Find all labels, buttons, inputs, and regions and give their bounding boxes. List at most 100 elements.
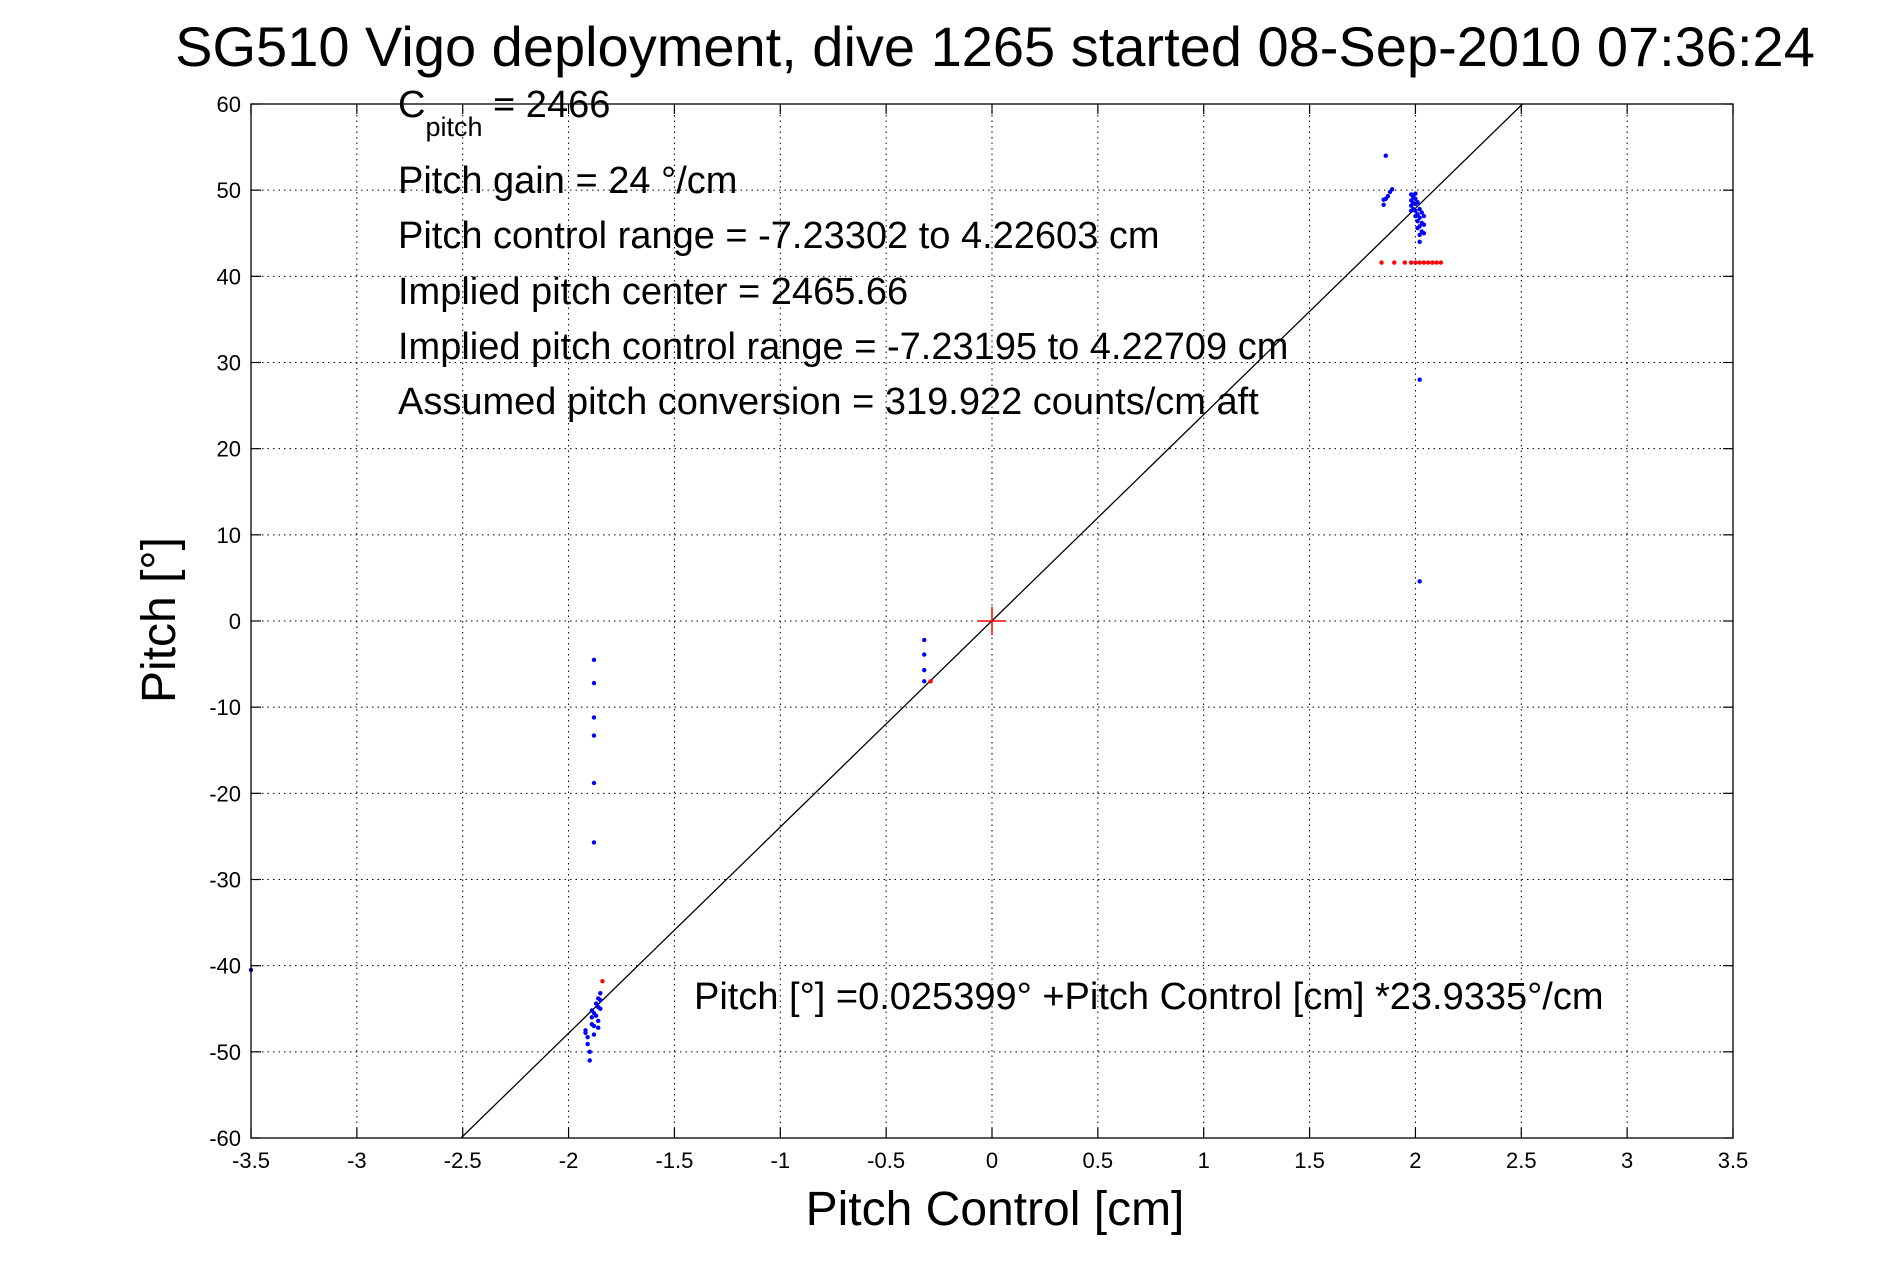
- data-point-blue: [1413, 196, 1418, 201]
- data-point-blue: [1417, 215, 1422, 220]
- data-point-blue: [1389, 187, 1395, 192]
- y-tick-label: 20: [217, 437, 241, 462]
- data-point-blue: [1413, 191, 1418, 196]
- x-tick-label: 0: [986, 1148, 998, 1173]
- data-point-blue: [591, 657, 597, 662]
- data-point-blue: [593, 1001, 599, 1006]
- data-point-blue: [591, 1032, 597, 1037]
- x-tick-label: 2: [1409, 1148, 1421, 1173]
- y-tick-label: 40: [217, 264, 241, 289]
- data-point-red: [1430, 260, 1435, 265]
- data-point-blue: [596, 1025, 601, 1030]
- y-tick-label: 0: [229, 609, 241, 634]
- annotation-implied-pitch-center: Implied pitch center = 2465.66: [398, 271, 908, 313]
- plot-frame: [250, 103, 1734, 1139]
- data-point-blue: [583, 1030, 588, 1036]
- data-point-blue: [1415, 218, 1420, 224]
- annotation-pitch-control-range: Pitch control range = -7.23302 to 4.2260…: [398, 215, 1160, 257]
- data-point-blue: [593, 1013, 599, 1018]
- data-point-blue: [591, 715, 597, 720]
- data-point-blue: [1417, 239, 1422, 245]
- y-tick-label: -50: [209, 1040, 241, 1065]
- annotation-c-pitch-value: = 2466: [483, 84, 611, 126]
- y-tick-label: -10: [209, 695, 241, 720]
- data-point-blue: [1417, 377, 1422, 382]
- annotation-pitch-gain: Pitch gain = 24 °/cm: [398, 160, 737, 202]
- data-point-blue: [591, 780, 597, 786]
- x-tick-label: 0.5: [1083, 1148, 1114, 1173]
- y-tick-label: -20: [209, 781, 241, 806]
- data-point-blue: [585, 1034, 590, 1040]
- data-point-blue: [1415, 212, 1420, 217]
- data-points: [248, 153, 1444, 1063]
- data-point-blue: [1417, 224, 1422, 229]
- data-point-blue: [591, 733, 597, 738]
- data-point-red: [1417, 260, 1422, 265]
- data-point-blue: [1421, 222, 1427, 227]
- data-point-red: [1379, 260, 1384, 265]
- data-point-blue: [587, 1049, 592, 1055]
- y-tick-label: 30: [217, 351, 241, 376]
- y-tick-label: 10: [217, 523, 241, 548]
- x-tick-label: 1.5: [1294, 1148, 1325, 1173]
- annotation-c-pitch-sub: pitch: [425, 112, 482, 142]
- data-point-blue: [591, 840, 597, 845]
- data-point-blue: [591, 1023, 597, 1029]
- x-tick-label: -1.5: [655, 1148, 693, 1173]
- data-point-red: [1438, 260, 1444, 265]
- data-point-red: [1425, 260, 1431, 265]
- data-point-blue: [922, 637, 927, 643]
- data-point-blue: [596, 1018, 601, 1024]
- x-axis-label: Pitch Control [cm]: [806, 1183, 1185, 1236]
- data-point-blue: [1419, 210, 1424, 215]
- data-point-blue: [598, 991, 603, 996]
- annotation-c-pitch-main: C: [398, 84, 425, 126]
- y-tick-label: -30: [209, 868, 241, 893]
- x-tick-label: -3: [347, 1148, 367, 1173]
- annotation-implied-control-range: Implied pitch control range = -7.23195 t…: [398, 326, 1288, 368]
- y-tick-label: -40: [209, 954, 241, 979]
- x-tick-label: 3.5: [1718, 1148, 1749, 1173]
- data-point-blue: [1383, 153, 1388, 158]
- y-tick-label: -60: [209, 1126, 241, 1151]
- data-point-blue: [1421, 231, 1427, 236]
- data-point-blue: [1381, 202, 1386, 208]
- center-marker: [978, 607, 1006, 635]
- x-tick-label: 1: [1198, 1148, 1210, 1173]
- data-point-red: [1413, 260, 1418, 265]
- data-point-red: [600, 978, 605, 984]
- x-tick-label: -3.5: [232, 1148, 270, 1173]
- data-point-blue: [591, 680, 597, 686]
- x-tick-label: -2.5: [444, 1148, 482, 1173]
- data-point-red: [1434, 260, 1439, 265]
- data-point-blue: [1417, 579, 1422, 584]
- data-point-blue: [1421, 213, 1427, 219]
- tick-labels: -3.5 -3 -2.5 -2 -1.5 -1 -0.5 0 0.5 1 1.5 2 2.5 3 3.5 -6…: [209, 92, 1748, 1173]
- x-tick-label: -1: [771, 1148, 791, 1173]
- y-tick-label: 60: [217, 92, 241, 117]
- data-point-blue: [1385, 193, 1391, 199]
- data-point-blue: [598, 997, 603, 1003]
- data-point-red: [928, 679, 933, 684]
- data-point-blue: [585, 1041, 590, 1047]
- data-point-red: [1408, 260, 1414, 265]
- fit-equation: Pitch [°] =0.025399° +Pitch Control [cm]…: [694, 976, 1604, 1018]
- data-point-blue: [587, 1058, 592, 1063]
- x-tick-label: -2: [559, 1148, 579, 1173]
- data-point-blue: [589, 1015, 595, 1020]
- data-point-blue: [598, 1006, 603, 1011]
- data-point-red: [1392, 260, 1397, 265]
- data-point-red: [1402, 260, 1408, 265]
- annotation-c-pitch: Cpitch = 2466: [398, 84, 610, 142]
- data-point-blue: [1413, 208, 1418, 214]
- data-point-blue: [922, 652, 927, 657]
- x-tick-label: -0.5: [867, 1148, 905, 1173]
- data-point-blue: [922, 667, 927, 673]
- data-point-blue: [922, 679, 927, 684]
- data-point-red: [1421, 260, 1427, 265]
- data-point-blue: [1415, 200, 1420, 205]
- chart-title: SG510 Vigo deployment, dive 1265 started…: [175, 15, 1815, 78]
- x-tick-label: 2.5: [1506, 1148, 1537, 1173]
- annotation-pitch-conversion: Assumed pitch conversion = 319.922 count…: [398, 381, 1259, 423]
